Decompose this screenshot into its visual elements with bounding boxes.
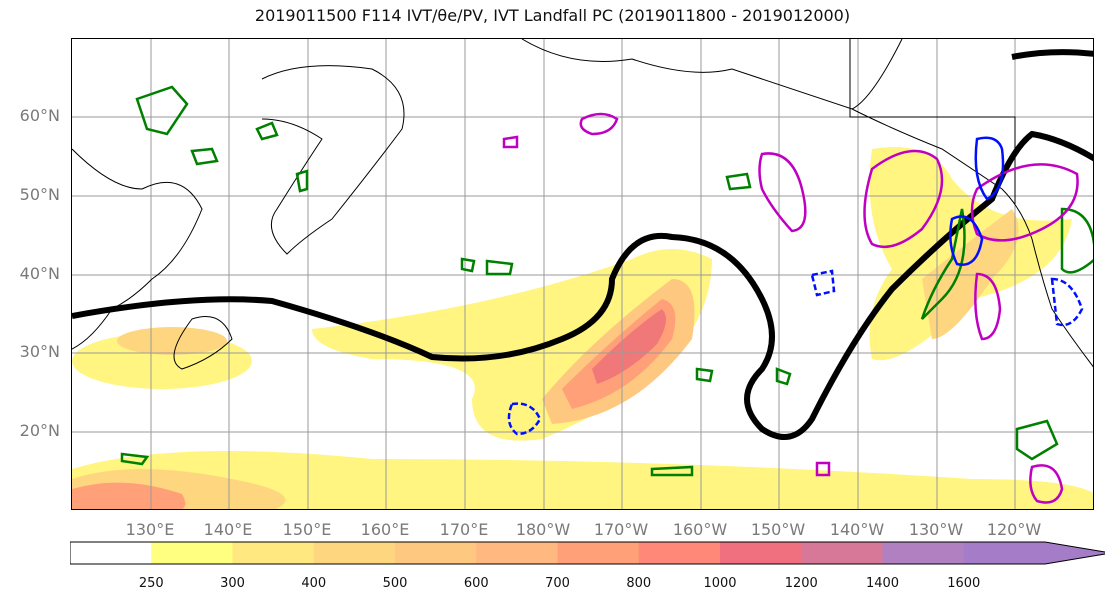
colorbar-tick-label: 700 xyxy=(545,576,570,591)
lon-label-170e: 170°E xyxy=(439,520,489,539)
colorbar-tick-label: 1000 xyxy=(703,576,737,591)
lon-label-180w: 180°W xyxy=(515,520,571,539)
lon-label-120w: 120°W xyxy=(986,520,1042,539)
lon-label-170w: 170°W xyxy=(593,520,649,539)
lon-label-140w: 140°W xyxy=(829,520,885,539)
pv-negative-contours xyxy=(507,136,1084,436)
colorbar-tick-label: 1600 xyxy=(947,576,981,591)
colorbar-tick-label: 250 xyxy=(138,576,164,591)
colorbar-tick-label: 800 xyxy=(626,576,652,591)
map-panel xyxy=(71,38,1094,510)
colorbar-tick-label: 600 xyxy=(463,576,489,591)
colorbar-segment xyxy=(557,542,640,564)
lat-label-30n: 30°N xyxy=(19,342,60,361)
lat-label-60n: 60°N xyxy=(19,106,60,125)
colorbar-segment xyxy=(720,542,802,564)
lon-label-140e: 140°E xyxy=(203,520,253,539)
colorbar-segment xyxy=(801,542,883,564)
colorbar-segment xyxy=(232,542,315,564)
lon-label-150w: 150°W xyxy=(750,520,806,539)
lat-label-40n: 40°N xyxy=(19,264,60,283)
theta-e-contours xyxy=(120,85,1093,477)
colorbar-tick-label: 1200 xyxy=(784,576,818,591)
colorbar-segment xyxy=(313,542,396,564)
colorbar-segment xyxy=(476,542,558,564)
colorbar-segment xyxy=(963,542,1105,564)
map-canvas xyxy=(72,39,1093,509)
colorbar-segment xyxy=(638,542,721,564)
lon-label-150e: 150°E xyxy=(282,520,332,539)
jet-contour xyxy=(72,130,1093,440)
lon-label-160w: 160°W xyxy=(672,520,728,539)
figure-title: 2019011500 F114 IVT/θe/PV, IVT Landfall … xyxy=(254,6,851,25)
lon-label-130e: 130°E xyxy=(125,520,175,539)
colorbar-segment xyxy=(882,542,965,564)
lat-label-20n: 20°N xyxy=(19,421,60,440)
colorbar-segment xyxy=(70,542,152,564)
lon-label-130w: 130°W xyxy=(908,520,964,539)
colorbar-segment xyxy=(395,542,477,564)
colorbar-tick-label: 400 xyxy=(301,576,327,591)
jet-contour-top xyxy=(1011,49,1093,60)
lon-label-160e: 160°E xyxy=(360,520,410,539)
colorbar-tick-label: 500 xyxy=(382,576,408,591)
colorbar-tick-label: 300 xyxy=(220,576,245,591)
lat-label-50n: 50°N xyxy=(19,185,60,204)
graticule xyxy=(72,39,1093,509)
ivt-shading xyxy=(72,147,1093,509)
colorbar-tick-label: 1400 xyxy=(865,576,900,591)
colorbar-segment xyxy=(151,542,233,564)
colorbar xyxy=(70,541,1105,565)
